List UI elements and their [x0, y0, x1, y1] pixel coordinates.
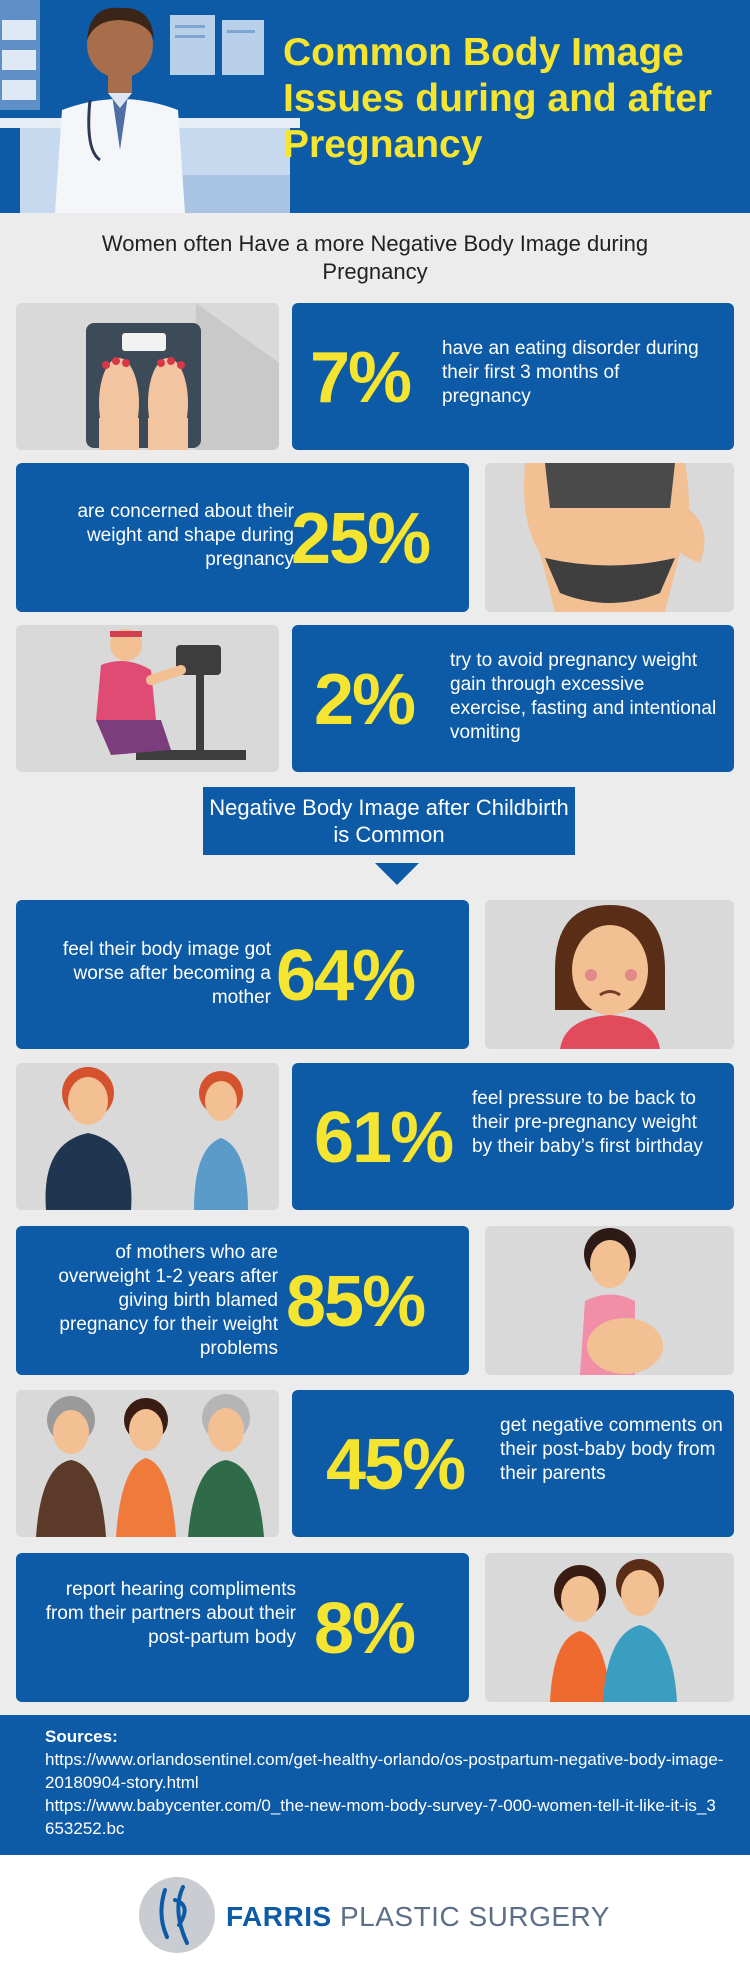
stat-card-weight-concern: are concerned about their weight and sha… — [16, 463, 469, 612]
stat-percent: 61% — [314, 1098, 454, 1178]
source-link[interactable]: https://www.orlandosentinel.com/get-heal… — [45, 1750, 724, 1792]
stat-illustration — [485, 463, 734, 612]
stat-description: report hearing compliments from their pa… — [45, 1579, 296, 1648]
stat-description: try to avoid pregnancy weight gain throu… — [450, 650, 717, 743]
sad-woman-icon — [485, 900, 734, 1049]
stat-percent: 64% — [276, 936, 416, 1016]
section-subtitle-pregnancy: Women often Have a more Negative Body Im… — [101, 231, 649, 284]
source-link[interactable]: https://www.babycenter.com/0_the-new-mom… — [45, 1796, 716, 1838]
stat-percent: 7% — [310, 338, 412, 418]
stat-illustration — [485, 1226, 734, 1375]
stat-description: feel their body image got worse after be… — [62, 939, 271, 1008]
stat-card-pressure-weight: 61% feel pressure to be back to their pr… — [292, 1063, 734, 1210]
stat-description: feel pressure to be back to their pre-pr… — [472, 1088, 703, 1157]
stat-percent: 2% — [314, 660, 416, 740]
farris-logo-icon — [139, 1877, 215, 1953]
brand-name-rest: PLASTIC SURGERY — [331, 1901, 610, 1932]
stat-description: have an eating disorder during their fir… — [442, 338, 699, 407]
two-women-icon — [16, 1063, 279, 1210]
down-arrow-icon — [375, 863, 419, 885]
section-banner-after-childbirth: Negative Body Image after Childbirth is … — [203, 787, 575, 855]
stat-percent: 8% — [314, 1589, 416, 1669]
stat-description: are concerned about their weight and sha… — [77, 501, 294, 570]
brand-name: FARRIS PLASTIC SURGERY — [226, 1901, 610, 1933]
stat-illustration — [16, 1390, 279, 1537]
couple-icon — [485, 1553, 734, 1702]
stat-card-body-image-worse: feel their body image got worse after be… — [16, 900, 469, 1049]
footer: FARRIS PLASTIC SURGERY — [0, 1855, 750, 1985]
doctor-office-icon — [0, 0, 300, 213]
stat-illustration — [16, 1063, 279, 1210]
stat-illustration — [485, 1553, 734, 1702]
stat-card-eating-disorder: 7% have an eating disorder during their … — [292, 303, 734, 450]
exercise-bike-icon — [16, 625, 279, 772]
stat-card-negative-comments: 45% get negative comments on their post-… — [292, 1390, 734, 1537]
stat-card-overweight-blame: of mothers who are overweight 1-2 years … — [16, 1226, 469, 1375]
stat-percent: 85% — [286, 1262, 426, 1342]
header-banner: Common Body Image Issues during and afte… — [0, 0, 750, 213]
scale-feet-icon — [16, 303, 279, 450]
stat-percent: 45% — [326, 1425, 466, 1505]
brand-name-bold: FARRIS — [226, 1901, 332, 1932]
stat-illustration — [16, 625, 279, 772]
stat-card-partner-compliments: report hearing compliments from their pa… — [16, 1553, 469, 1702]
page-title: Common Body Image Issues during and afte… — [283, 31, 713, 166]
stat-percent: 25% — [291, 499, 431, 579]
stat-description: get negative comments on their post-baby… — [500, 1415, 723, 1484]
stat-illustration — [16, 303, 279, 450]
stat-card-weight-avoidance: 2% try to avoid pregnancy weight gain th… — [292, 625, 734, 772]
body-torso-icon — [485, 463, 734, 612]
pregnant-woman-icon — [485, 1226, 734, 1375]
stat-illustration — [485, 900, 734, 1049]
stat-description: of mothers who are overweight 1-2 years … — [58, 1242, 278, 1359]
sources-section: Sources: https://www.orlandosentinel.com… — [0, 1715, 750, 1855]
sources-label: Sources: — [45, 1727, 118, 1746]
parents-icon — [16, 1390, 279, 1537]
